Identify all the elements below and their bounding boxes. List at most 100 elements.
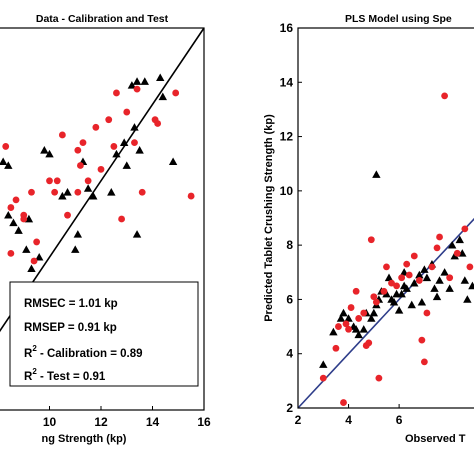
- right-triangle-point: [354, 330, 363, 339]
- left-triangle-point: [9, 218, 18, 227]
- right-x-axis-label: Observed T: [405, 433, 466, 445]
- right-y-tick-label: 2: [286, 401, 293, 415]
- stats-rmsec: RMSEC = 1.01 kp: [24, 298, 118, 310]
- left-triangle-point: [4, 161, 13, 169]
- right-triangle-point: [417, 297, 427, 306]
- left-data-points: [0, 73, 195, 334]
- stats-box: RMSEC = 1.01 kp RMSEP = 0.91 kp R2 - Cal…: [9, 281, 199, 387]
- right-y-tick-label: 8: [286, 238, 293, 252]
- left-triangle-point: [45, 149, 54, 158]
- right-triangle-point: [447, 240, 457, 249]
- right-circle-point: [342, 320, 350, 328]
- right-circle-point: [415, 277, 423, 284]
- right-chart-title: PLS Model using Spe: [345, 13, 452, 25]
- left-circle-point: [84, 177, 92, 185]
- right-circle-point: [352, 287, 360, 295]
- right-circle-point: [441, 92, 449, 100]
- right-triangle-point: [329, 327, 338, 336]
- right-circle-point: [383, 263, 390, 271]
- left-triangle-point: [130, 123, 139, 131]
- left-triangle-point: [35, 253, 44, 261]
- right-triangle-point: [455, 235, 464, 244]
- right-triangle-point: [336, 314, 346, 322]
- right-x-axis-ticks: 2 4 6: [295, 404, 403, 427]
- right-circle-point: [375, 374, 383, 382]
- left-triangle-point: [168, 157, 178, 166]
- left-circle-point: [138, 188, 146, 196]
- right-triangle-point: [432, 292, 442, 301]
- left-triangle-point: [107, 188, 116, 196]
- right-triangle-point: [359, 325, 368, 333]
- right-circle-point: [340, 399, 347, 406]
- left-circle-point: [79, 139, 87, 147]
- left-triangle-point: [22, 245, 31, 253]
- left-triangle-point: [112, 149, 121, 158]
- right-circle-point: [453, 249, 461, 257]
- right-triangle-point: [407, 300, 416, 309]
- left-circle-point: [2, 143, 10, 150]
- right-triangle-point: [384, 273, 394, 282]
- left-circle-point: [74, 146, 82, 154]
- left-triangle-point: [89, 191, 98, 200]
- left-circle-point: [12, 196, 20, 204]
- right-triangle-point: [319, 360, 328, 368]
- right-circle-point: [335, 323, 342, 330]
- left-x-tick-label: 14: [146, 415, 160, 429]
- right-y-tick-label: 10: [280, 184, 294, 198]
- left-triangle-point: [156, 73, 165, 82]
- left-circle-point: [51, 188, 59, 196]
- left-circle-point: [33, 238, 41, 246]
- right-circle-point: [360, 309, 368, 317]
- left-circle-point: [123, 108, 131, 116]
- left-triangle-point: [27, 264, 36, 273]
- right-x-tick-label: 6: [396, 413, 403, 427]
- left-circle-point: [58, 131, 66, 139]
- right-y-axis-ticks: 2 4 6 8 10 12 14 16: [280, 21, 302, 415]
- right-triangle-point: [415, 270, 424, 279]
- left-circle-point: [64, 211, 71, 219]
- left-triangle-point: [83, 184, 93, 192]
- left-circle-point: [113, 89, 120, 97]
- left-circle-point: [105, 116, 113, 124]
- left-triangle-point: [63, 188, 72, 196]
- left-triangle-point: [71, 245, 80, 253]
- right-circle-point: [398, 274, 406, 282]
- left-triangle-point: [132, 230, 142, 238]
- left-circle-point: [77, 162, 84, 169]
- left-circle-point: [110, 143, 118, 150]
- left-x-tick-label: 10: [43, 415, 57, 429]
- right-triangle-point: [351, 325, 361, 333]
- right-circle-point: [410, 252, 418, 260]
- right-circle-point: [345, 325, 352, 333]
- right-circle-point: [347, 304, 355, 311]
- right-x-tick-label: 4: [345, 413, 352, 427]
- left-circle-point: [131, 139, 138, 147]
- right-triangle-point: [382, 289, 391, 298]
- left-triangle-point: [58, 191, 67, 200]
- right-circle-point: [423, 309, 431, 317]
- left-circle-point: [20, 215, 28, 223]
- left-circle-point: [74, 188, 82, 196]
- left-x-axis-label: ng Strength (kp): [42, 433, 127, 445]
- left-triangle-point: [14, 226, 23, 234]
- right-triangle-point: [445, 284, 454, 292]
- right-triangle-point: [389, 297, 399, 306]
- left-triangle-point: [122, 161, 131, 169]
- right-y-tick-label: 14: [280, 75, 294, 89]
- left-chart: Data - Calibration and Test 10 12 14 16 ng …: [0, 13, 211, 445]
- stats-r2-test: R2 - Test = 0.91: [24, 367, 106, 383]
- left-circle-point: [97, 165, 105, 173]
- right-triangle-point: [344, 314, 353, 322]
- right-plot-area: [297, 27, 474, 409]
- stats-box-frame: [9, 281, 199, 387]
- left-circle-point: [187, 192, 195, 200]
- right-y-tick-label: 16: [280, 21, 294, 35]
- right-circle-point: [372, 298, 380, 306]
- left-triangle-point: [119, 138, 129, 146]
- right-data-points: [319, 92, 474, 406]
- right-circle-point: [446, 274, 454, 282]
- left-circle-point: [7, 204, 15, 211]
- right-triangle-point: [420, 265, 429, 273]
- right-triangle-point: [430, 284, 439, 292]
